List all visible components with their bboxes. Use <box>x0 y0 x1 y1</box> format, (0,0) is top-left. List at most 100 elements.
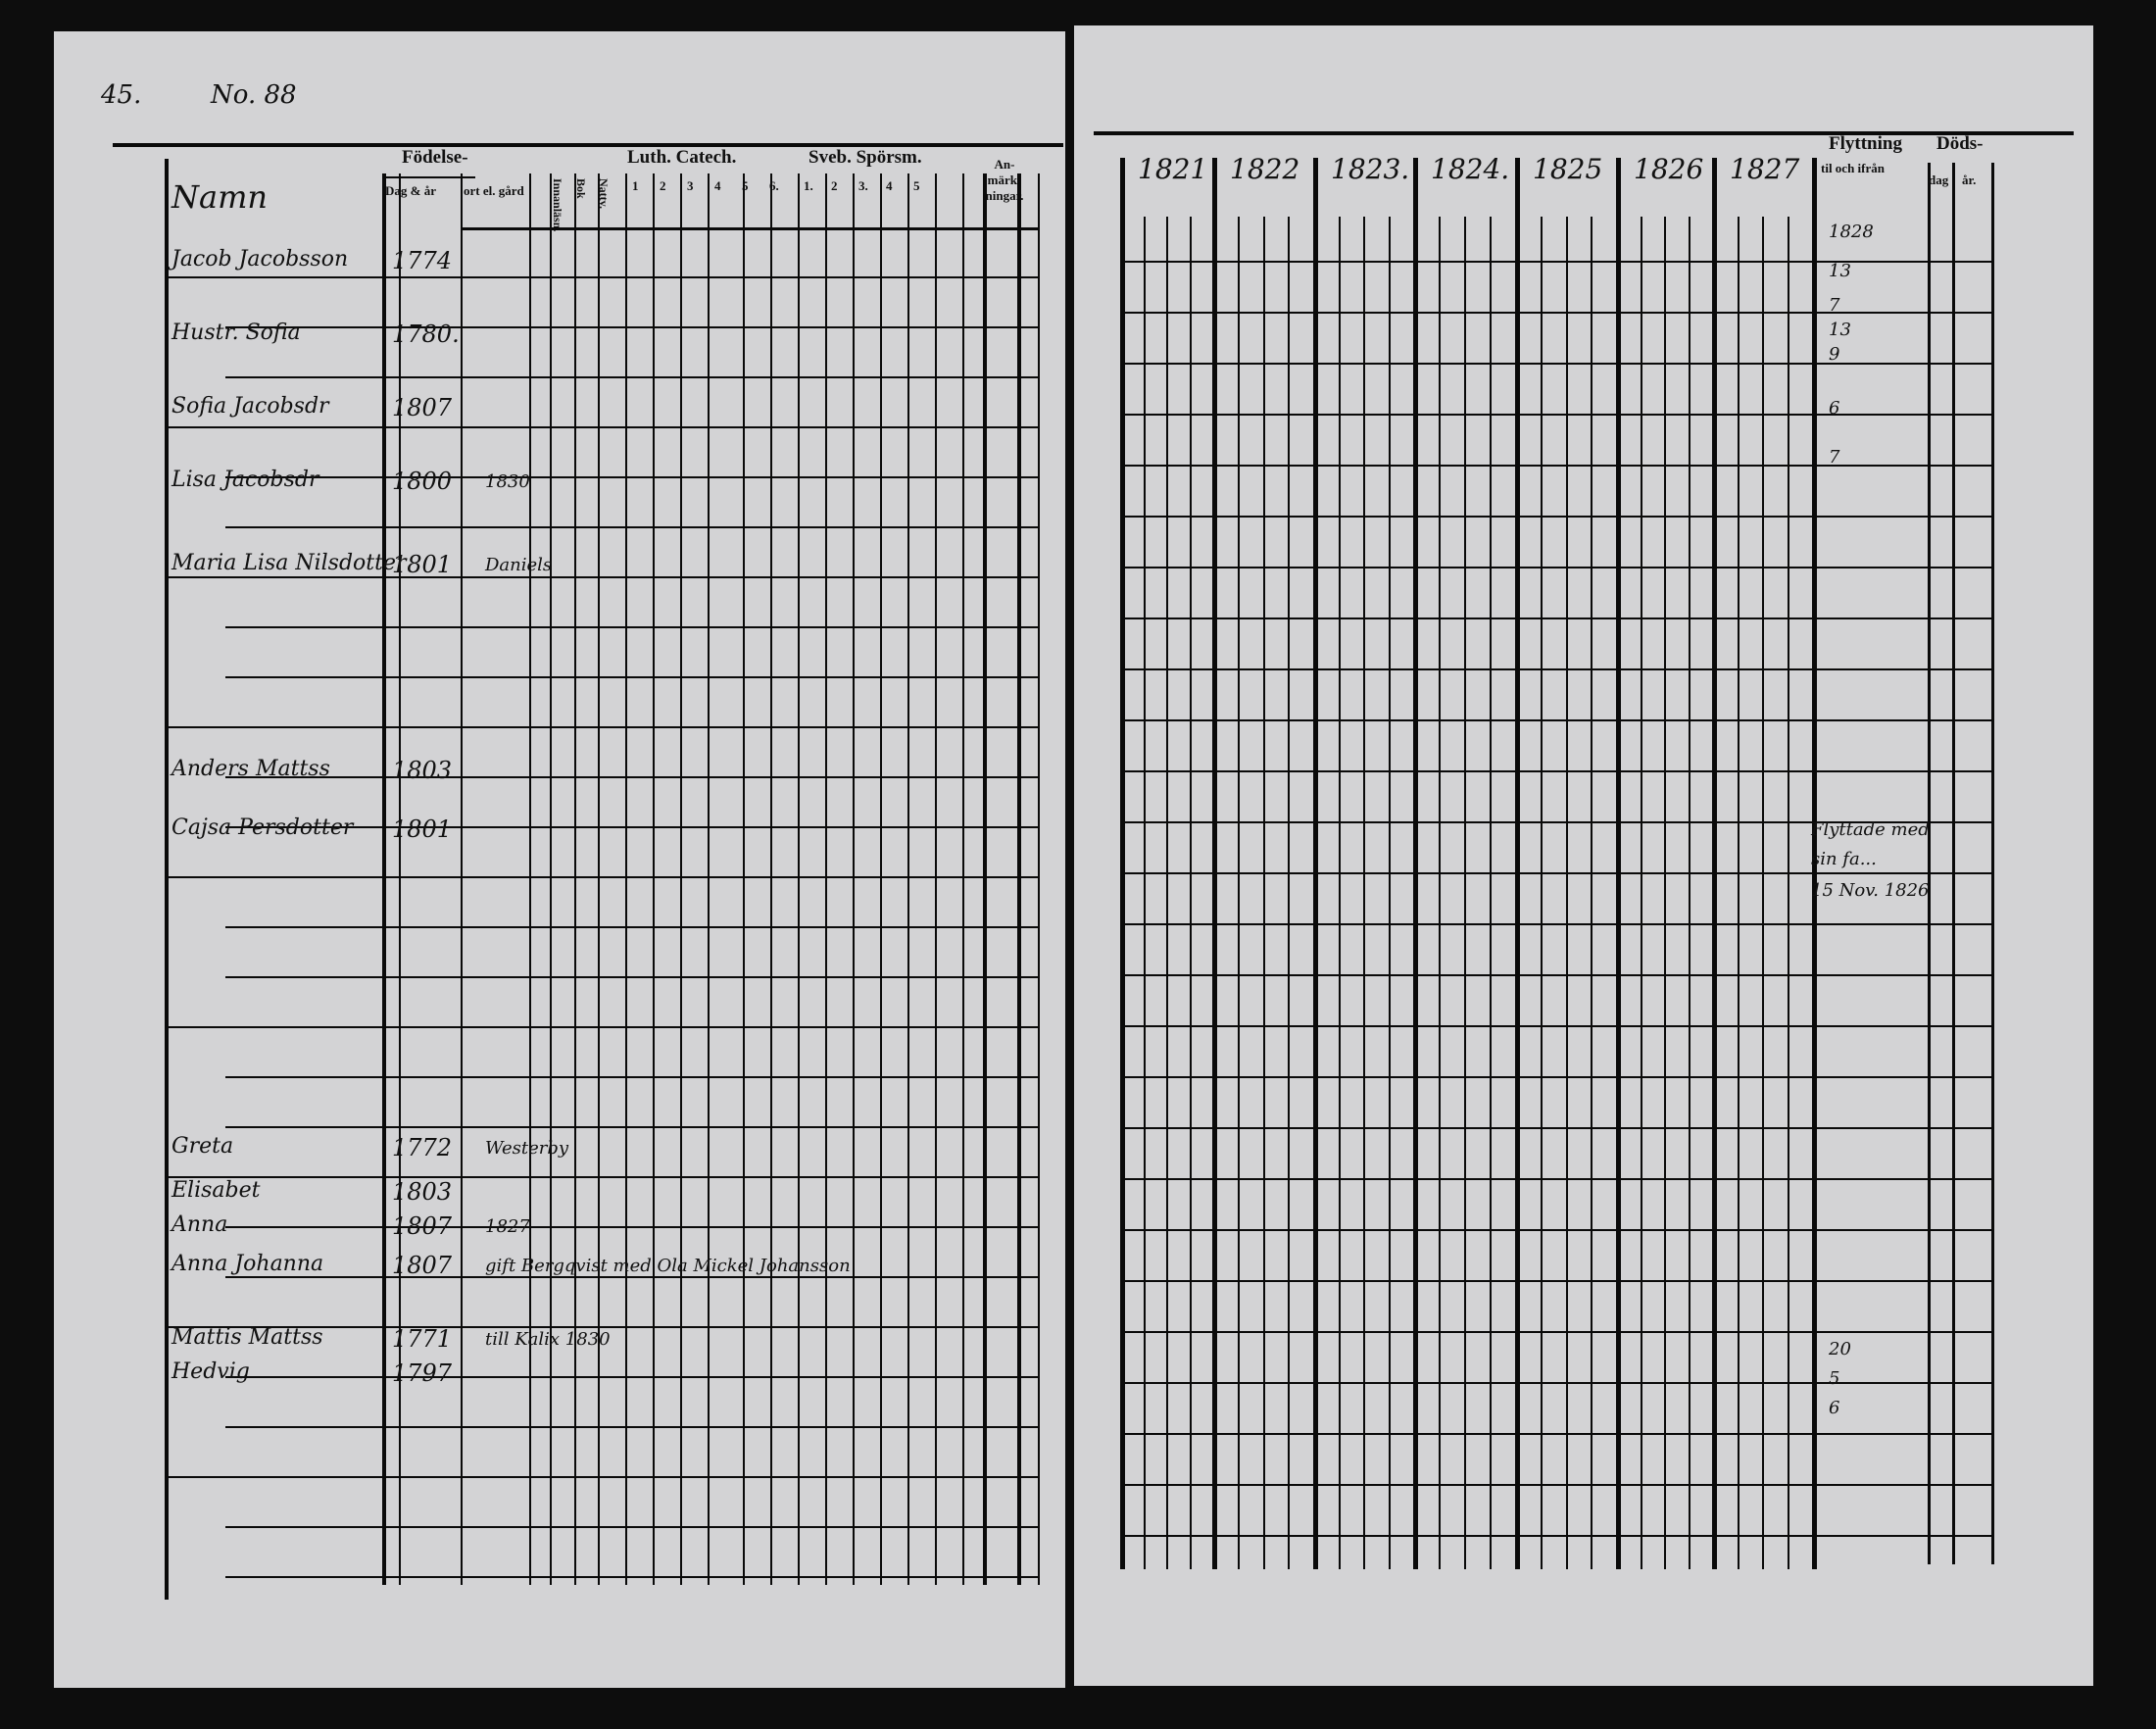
row-line <box>225 376 1038 378</box>
row-line <box>225 1426 1038 1428</box>
column-line <box>743 173 745 1585</box>
row-line <box>1120 719 1994 721</box>
sub-column-line <box>1591 217 1593 1569</box>
column-line <box>653 173 655 1585</box>
row-line <box>165 426 1038 428</box>
sub-column-line <box>1166 217 1168 1569</box>
year-column-line <box>1515 158 1520 1569</box>
row-line <box>165 276 1038 278</box>
row-line <box>165 1476 1038 1478</box>
moving-note-1: Flyttade med <box>1811 819 1930 840</box>
death-year-header: år. <box>1962 173 1977 187</box>
birth-year: 1772 <box>392 1134 453 1161</box>
person-name: Mattis Mattss <box>172 1325 323 1350</box>
row-line <box>165 1026 1038 1028</box>
person-name: Hustr. Sofia <box>172 321 301 345</box>
entry-note: till Kalix 1830 <box>485 1329 611 1350</box>
sub-column-line <box>1762 217 1764 1569</box>
person-name: Maria Lisa Nilsdotter <box>172 551 407 575</box>
year-header: 1821 <box>1138 153 1208 185</box>
sub-column-line <box>1787 217 1789 1569</box>
birth-year: 1803 <box>392 1178 453 1206</box>
sveb-col-header: 1. <box>804 178 813 193</box>
row-line <box>165 726 1038 728</box>
moving-note-3: 15 Nov. 1826 <box>1811 880 1930 901</box>
column-line <box>1928 163 1931 1564</box>
column-line <box>983 173 987 1585</box>
row-line <box>1120 414 1994 416</box>
column-line <box>708 173 710 1585</box>
moving-note-2: sin fa... <box>1811 849 1877 869</box>
row-line <box>225 326 1038 328</box>
mark: 5 <box>1829 1368 1840 1389</box>
row-line <box>1120 363 1994 365</box>
sub-column-line <box>1338 217 1341 1569</box>
entry-note: gift Bergqvist med Ola Mickel Johansson <box>485 1256 851 1276</box>
row-line <box>1120 1331 1994 1333</box>
person-name: Cajsa Persdotter <box>172 815 354 840</box>
birth-year: 1774 <box>392 247 453 274</box>
row-line <box>225 626 1038 628</box>
luth-col-header: 2 <box>660 178 666 193</box>
year-column-line <box>1313 158 1318 1569</box>
birth-year: 1801 <box>392 551 453 578</box>
sveb-col-header: 2 <box>831 178 838 193</box>
row-line <box>1120 974 1994 976</box>
person-name: Hedvig <box>172 1359 250 1384</box>
row-line <box>225 526 1038 528</box>
luth-col-header: 1 <box>632 178 639 193</box>
row-line <box>225 1226 1038 1228</box>
sub-column-line <box>1640 217 1642 1569</box>
column-line <box>798 173 800 1585</box>
luth-col-header: 5 <box>742 178 749 193</box>
header-rule <box>382 176 475 178</box>
row-line <box>225 1276 1038 1278</box>
entry-note: 1827 <box>485 1216 530 1237</box>
column-line <box>1038 173 1040 1585</box>
mark: 6 <box>1829 398 1840 419</box>
row-line <box>225 826 1038 828</box>
sub-column-line <box>1237 217 1240 1569</box>
book-header: Bok <box>574 178 588 199</box>
birth-year: 1800 <box>392 468 453 495</box>
mark: 13 <box>1829 320 1851 340</box>
birth-year: 1807 <box>392 1252 453 1279</box>
death-day-header: dag <box>1929 173 1949 187</box>
sub-column-line <box>1143 217 1146 1569</box>
row-line <box>225 1576 1038 1578</box>
row-line <box>1120 516 1994 518</box>
year-column-line <box>1812 158 1817 1569</box>
row-line <box>1120 567 1994 568</box>
left-page: 45. No. 88 Namn Födelse- Dag & år ort el… <box>54 31 1065 1688</box>
sub-column-line <box>1540 217 1543 1569</box>
person-name: Jacob Jacobsson <box>172 247 349 272</box>
person-name: Sofia Jacobsdr <box>172 394 329 419</box>
sub-column-line <box>1737 217 1740 1569</box>
year-header: 1827 <box>1730 153 1800 185</box>
row-line <box>165 1326 1038 1328</box>
entry-note: Daniels <box>485 555 553 575</box>
row-line <box>1120 312 1994 314</box>
header-rule <box>461 227 1039 230</box>
mark: 20 <box>1829 1339 1851 1359</box>
column-line <box>1991 163 1994 1564</box>
row-line <box>1120 618 1994 619</box>
row-line <box>1120 1025 1994 1027</box>
row-line <box>1120 923 1994 925</box>
moving-subheader: til och ifrån <box>1821 161 1885 175</box>
death-header: Döds- <box>1936 133 1984 154</box>
row-line <box>1120 770 1994 772</box>
sub-column-line <box>1439 217 1441 1569</box>
header-rule <box>1094 131 2074 135</box>
row-line <box>1120 261 1994 263</box>
row-line <box>1120 1178 1994 1180</box>
column-line <box>853 173 855 1585</box>
year-column-line <box>1712 158 1717 1569</box>
entry-note: 1830 <box>485 471 530 492</box>
birth-year: 1803 <box>392 757 453 784</box>
reading-header: Innanläsn. <box>551 178 564 232</box>
sveb-col-header: 5 <box>913 178 920 193</box>
row-line <box>225 1076 1038 1078</box>
row-line <box>1120 1535 1994 1537</box>
moving-header: Flyttning <box>1829 133 1902 154</box>
